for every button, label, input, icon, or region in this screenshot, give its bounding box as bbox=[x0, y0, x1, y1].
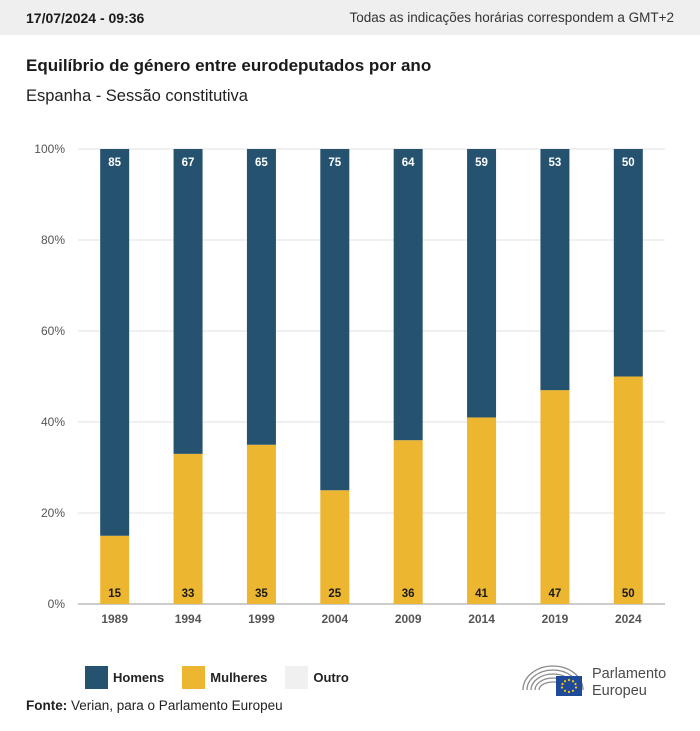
parliament-hemicycle-icon bbox=[522, 665, 584, 696]
x-tick-label: 1989 bbox=[101, 612, 128, 626]
timezone-note: Todas as indicações horárias corresponde… bbox=[349, 10, 674, 25]
y-tick-label: 60% bbox=[41, 324, 65, 338]
data-label-homens: 59 bbox=[475, 157, 488, 169]
bar-homens bbox=[467, 149, 497, 418]
bar-mulheres bbox=[320, 490, 350, 604]
x-tick-label: 2024 bbox=[615, 612, 642, 626]
legend-swatch-outro bbox=[285, 666, 309, 689]
x-tick-label: 2004 bbox=[321, 612, 348, 626]
x-tick-label: 2009 bbox=[395, 612, 422, 626]
chart-subtitle: Espanha - Sessão constitutiva bbox=[26, 87, 248, 105]
timestamp: 17/07/2024 - 09:36 bbox=[26, 9, 145, 26]
data-label-mulheres: 15 bbox=[108, 588, 121, 600]
legend: Homens Mulheres Outro bbox=[85, 666, 367, 689]
bar-mulheres bbox=[540, 390, 570, 604]
data-label-homens: 50 bbox=[622, 157, 635, 169]
y-tick-label: 80% bbox=[41, 233, 65, 247]
bar-homens bbox=[320, 149, 350, 491]
bar-homens bbox=[393, 149, 423, 441]
x-tick-label: 2014 bbox=[468, 612, 495, 626]
data-label-homens: 67 bbox=[182, 157, 195, 169]
y-tick-label: 100% bbox=[34, 142, 65, 156]
eu-flag-icon bbox=[556, 676, 582, 696]
bar-mulheres bbox=[173, 453, 203, 604]
bar-homens bbox=[246, 149, 276, 445]
logo-line2: Europeu bbox=[592, 683, 647, 699]
bar-homens bbox=[173, 149, 203, 454]
y-tick-label: 0% bbox=[48, 597, 66, 611]
source-note: Fonte: Verian, para o Parlamento Europeu bbox=[26, 698, 283, 713]
data-label-mulheres: 47 bbox=[549, 588, 562, 600]
bar-mulheres bbox=[467, 417, 497, 604]
logo-line1: Parlamento bbox=[592, 666, 667, 682]
data-label-mulheres: 50 bbox=[622, 588, 635, 600]
data-label-homens: 53 bbox=[549, 157, 562, 169]
x-tick-label: 1999 bbox=[248, 612, 275, 626]
bar-homens bbox=[540, 149, 570, 391]
data-label-homens: 85 bbox=[108, 157, 121, 169]
data-label-mulheres: 33 bbox=[182, 588, 195, 600]
legend-swatch-mulheres bbox=[182, 666, 206, 689]
data-label-mulheres: 35 bbox=[255, 588, 268, 600]
legend-item-mulheres: Mulheres bbox=[182, 666, 267, 689]
x-tick-label: 2019 bbox=[542, 612, 569, 626]
legend-label-outro: Outro bbox=[313, 670, 349, 685]
source-label: Fonte: bbox=[26, 698, 68, 713]
bar-homens bbox=[100, 149, 130, 536]
bar-mulheres bbox=[393, 440, 423, 604]
chart-title: Equilíbrio de género entre eurodeputados… bbox=[26, 56, 432, 75]
data-label-mulheres: 25 bbox=[328, 588, 341, 600]
bar-mulheres bbox=[100, 535, 130, 604]
data-label-homens: 65 bbox=[255, 157, 268, 169]
logo-text: Parlamento Europeu bbox=[592, 666, 666, 700]
bar-mulheres bbox=[613, 376, 643, 604]
legend-item-outro: Outro bbox=[285, 666, 349, 689]
legend-label-homens: Homens bbox=[113, 670, 165, 685]
data-label-homens: 64 bbox=[402, 157, 415, 169]
data-label-mulheres: 41 bbox=[475, 588, 488, 600]
bar-homens bbox=[613, 149, 643, 377]
y-tick-label: 40% bbox=[41, 415, 65, 429]
y-tick-label: 20% bbox=[41, 506, 65, 520]
european-parliament-logo: Parlamento Europeu bbox=[520, 660, 680, 700]
x-tick-label: 1994 bbox=[175, 612, 202, 626]
stacked-bar-chart: 0% 20% 40% 60% 80% 100% 85 15 1989 67 33 1994 65 35 19… bbox=[34, 142, 665, 626]
data-label-mulheres: 36 bbox=[402, 588, 415, 600]
bar-mulheres bbox=[246, 444, 276, 604]
legend-swatch-homens bbox=[85, 666, 108, 689]
top-bar: 17/07/2024 - 09:36 Todas as indicações h… bbox=[0, 0, 700, 35]
legend-label-mulheres: Mulheres bbox=[210, 670, 268, 685]
legend-item-homens: Homens bbox=[85, 666, 164, 689]
data-label-homens: 75 bbox=[328, 157, 341, 169]
source-text: Verian, para o Parlamento Europeu bbox=[67, 698, 283, 713]
